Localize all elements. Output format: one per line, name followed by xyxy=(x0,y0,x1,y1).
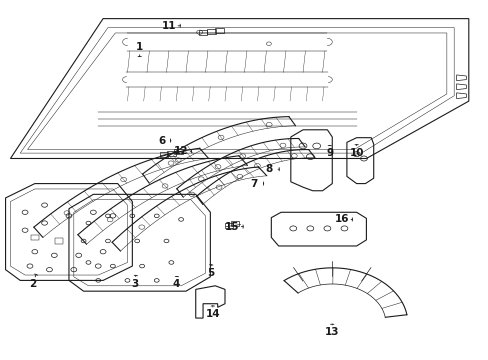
Text: 12: 12 xyxy=(174,146,188,156)
Text: 16: 16 xyxy=(334,215,348,224)
Text: 3: 3 xyxy=(131,279,138,289)
Bar xyxy=(174,149,183,154)
Text: 2: 2 xyxy=(29,279,36,289)
Bar xyxy=(224,223,232,228)
Bar xyxy=(166,150,175,156)
Text: 11: 11 xyxy=(162,21,176,31)
Text: 7: 7 xyxy=(250,179,257,189)
Text: 14: 14 xyxy=(205,310,220,319)
Text: 6: 6 xyxy=(158,136,165,145)
Text: 10: 10 xyxy=(349,148,363,158)
Bar xyxy=(206,29,215,34)
Bar xyxy=(31,234,39,240)
Text: 15: 15 xyxy=(224,222,239,231)
Bar xyxy=(214,28,223,33)
Bar xyxy=(159,152,168,157)
Text: 5: 5 xyxy=(206,268,214,278)
Text: 4: 4 xyxy=(172,279,180,289)
Bar xyxy=(198,30,207,35)
Text: 9: 9 xyxy=(325,148,333,158)
Bar xyxy=(55,238,63,244)
Bar xyxy=(230,221,238,226)
Text: 8: 8 xyxy=(264,164,272,174)
Text: 1: 1 xyxy=(136,42,143,52)
Text: 13: 13 xyxy=(325,327,339,337)
